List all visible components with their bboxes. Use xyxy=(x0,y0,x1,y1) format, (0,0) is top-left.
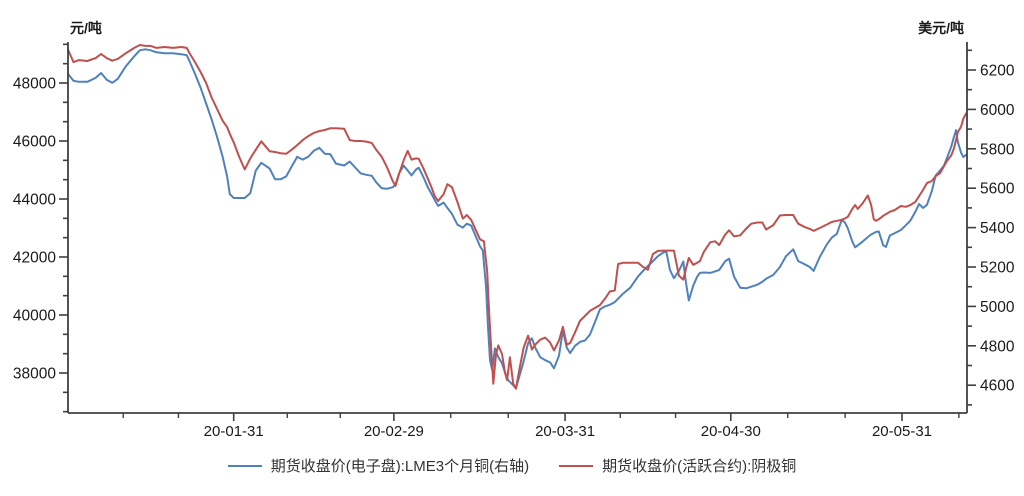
svg-text:48000: 48000 xyxy=(13,76,56,93)
shfe-price-line xyxy=(67,44,968,390)
left-axis-ticks: 48000 46000 44000 42000 40000 38000 xyxy=(13,43,68,413)
right-axis-ticks: 6200 6000 5800 5600 5400 5200 5000 4800 4600 xyxy=(967,49,1015,406)
svg-text:6200: 6200 xyxy=(980,63,1015,80)
svg-text:5000: 5000 xyxy=(980,299,1015,316)
legend-item-shfe: 期货收盘价(活跃合约):阴极铜 xyxy=(559,455,796,476)
svg-text:20-01-31: 20-01-31 xyxy=(204,423,264,440)
series-lines xyxy=(67,44,968,390)
chart-legend: 期货收盘价(电子盘):LME3个月铜(右轴) 期货收盘价(活跃合约):阴极铜 xyxy=(0,455,1024,476)
svg-text:44000: 44000 xyxy=(13,192,56,209)
svg-text:5800: 5800 xyxy=(980,141,1015,158)
right-axis-unit-label: 美元/吨 xyxy=(918,20,964,36)
axes xyxy=(67,42,968,414)
svg-text:20-02-29: 20-02-29 xyxy=(364,423,424,440)
legend-label-shfe: 期货收盘价(活跃合约):阴极铜 xyxy=(602,458,797,475)
svg-text:40000: 40000 xyxy=(13,308,56,325)
legend-label-lme: 期货收盘价(电子盘):LME3个月铜(右轴) xyxy=(270,458,530,475)
svg-text:38000: 38000 xyxy=(13,366,56,383)
svg-text:4600: 4600 xyxy=(980,378,1015,395)
x-axis-ticks: 20-01-31 20-02-29 20-03-31 20-04-30 20-05-31 xyxy=(122,413,960,440)
svg-text:6000: 6000 xyxy=(980,102,1015,119)
svg-text:20-05-31: 20-05-31 xyxy=(872,423,932,440)
shfe-line-swatch-icon xyxy=(559,464,594,467)
svg-text:4800: 4800 xyxy=(980,338,1015,355)
left-axis-unit-label: 元/吨 xyxy=(70,20,102,36)
legend-item-lme: 期货收盘价(电子盘):LME3个月铜(右轴) xyxy=(227,455,530,476)
svg-text:42000: 42000 xyxy=(13,250,56,267)
lme-line-swatch-icon xyxy=(227,464,262,467)
svg-text:46000: 46000 xyxy=(13,134,56,151)
svg-text:20-03-31: 20-03-31 xyxy=(535,423,595,440)
svg-text:5400: 5400 xyxy=(980,220,1015,237)
svg-text:5200: 5200 xyxy=(980,260,1015,277)
lme-price-line xyxy=(67,48,968,390)
svg-text:20-04-30: 20-04-30 xyxy=(701,423,761,440)
svg-text:5600: 5600 xyxy=(980,181,1015,198)
